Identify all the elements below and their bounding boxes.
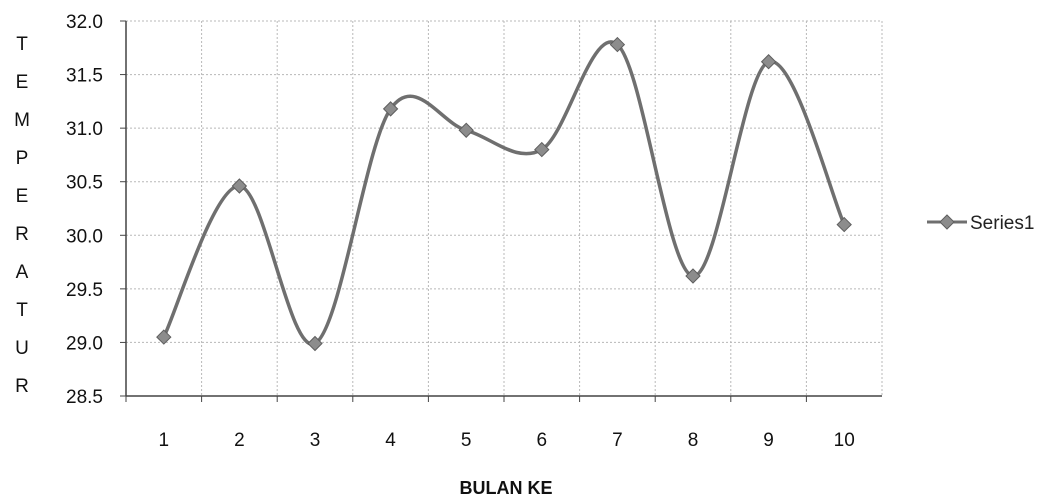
x-tick-label: 2: [234, 430, 245, 451]
y-tick-label: 29.5: [66, 280, 103, 301]
y-axis-title-letter: P: [16, 148, 29, 169]
y-tick-label: 31.0: [66, 119, 103, 140]
data-point-marker: [382, 101, 399, 117]
x-tick-label: 3: [310, 430, 321, 451]
grid-lines: [126, 20, 883, 396]
y-axis-title-letter: M: [14, 110, 30, 131]
y-axis-title-letter: A: [16, 262, 29, 283]
y-axis-title-letter: T: [16, 34, 28, 55]
x-tick-label: 8: [688, 430, 699, 451]
y-axis-title-letter: R: [15, 224, 29, 245]
data-point-marker: [458, 122, 474, 138]
y-tick-label: 29.0: [66, 333, 103, 354]
x-tick-label: 1: [159, 430, 170, 451]
y-axis-title-letter: R: [15, 376, 29, 397]
series-line: [162, 40, 846, 346]
x-tick-label: 9: [763, 430, 774, 451]
series-layer: [162, 40, 846, 346]
data-point-marker: [760, 54, 777, 70]
data-point-marker: [231, 178, 248, 194]
y-tick-label: 28.5: [66, 387, 103, 408]
legend-label: Series1: [970, 213, 1034, 234]
y-axis-title-letter: U: [15, 338, 29, 359]
y-axis-title-letter: T: [16, 300, 28, 321]
y-axis-title-letter: E: [16, 72, 29, 93]
y-tick-label: 30.0: [66, 226, 103, 247]
data-point-marker: [156, 329, 172, 345]
y-axis-title-letter: E: [16, 186, 29, 207]
y-tick-labels: 28.5 29.0 29.5 30.0 30.5 31.0 31.5 32.0: [66, 12, 103, 408]
x-axis-title: BULAN KE: [460, 478, 553, 498]
legend-diamond-icon: [939, 214, 955, 230]
data-point-marker: [836, 216, 852, 233]
y-tick-label: 30.5: [66, 173, 103, 194]
x-tick-label: 6: [537, 430, 548, 451]
data-point-marker: [609, 36, 626, 53]
data-point-marker: [534, 141, 550, 158]
x-tick-label: 5: [461, 430, 472, 451]
data-point-marker: [307, 335, 323, 352]
y-tick-label: 32.0: [66, 12, 103, 33]
marker-layer: [156, 36, 852, 352]
data-point-marker: [685, 268, 701, 284]
x-tick-labels: 1 2 3 4 5 6 7 8 9 10: [159, 430, 855, 451]
y-tick-label: 31.5: [66, 66, 103, 87]
axes: [120, 20, 882, 402]
x-tick-label: 4: [385, 430, 396, 451]
x-tick-label: 7: [612, 430, 623, 451]
x-tick-label: 10: [834, 430, 855, 451]
legend: Series1: [927, 213, 1034, 234]
